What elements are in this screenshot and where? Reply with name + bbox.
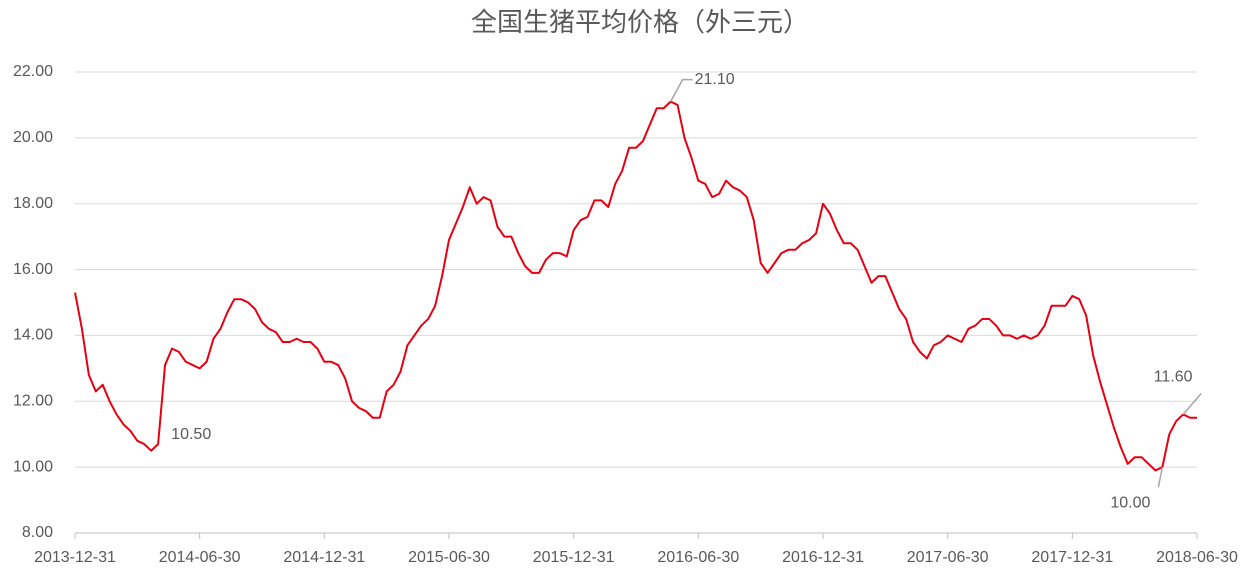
y-tick-label: 14.00 (13, 327, 53, 344)
y-tick-label: 10.00 (13, 458, 53, 475)
x-tick-label: 2018-06-30 (1156, 549, 1238, 566)
x-tick-label: 2016-06-30 (657, 549, 739, 566)
x-tick-label: 2014-12-31 (283, 549, 365, 566)
y-tick-label: 8.00 (22, 524, 53, 541)
x-tick-label: 2015-06-30 (408, 549, 490, 566)
data-label: 10.00 (1110, 494, 1150, 511)
leader-line (669, 78, 693, 102)
y-tick-label: 12.00 (13, 393, 53, 410)
x-tick-label: 2017-12-31 (1031, 549, 1113, 566)
x-tick-label: 2017-06-30 (907, 549, 989, 566)
data-label: 11.60 (1154, 369, 1193, 386)
data-label: 10.50 (171, 426, 211, 443)
y-tick-label: 22.00 (13, 63, 53, 80)
y-tick-label: 20.00 (13, 129, 53, 146)
line-series (74, 100, 1197, 472)
leader-line (1157, 466, 1164, 488)
x-tick-label: 2013-12-31 (34, 549, 116, 566)
x-tick-label: 2016-12-31 (782, 549, 864, 566)
y-tick-label: 16.00 (13, 261, 53, 278)
leader-line (1182, 392, 1202, 415)
x-tick-label: 2014-06-30 (159, 549, 241, 566)
chart-title: 全国生猪平均价格（外三元） (471, 7, 809, 37)
data-label: 21.10 (695, 71, 735, 88)
x-tick-label: 2015-12-31 (533, 549, 615, 566)
y-tick-label: 18.00 (13, 195, 53, 212)
